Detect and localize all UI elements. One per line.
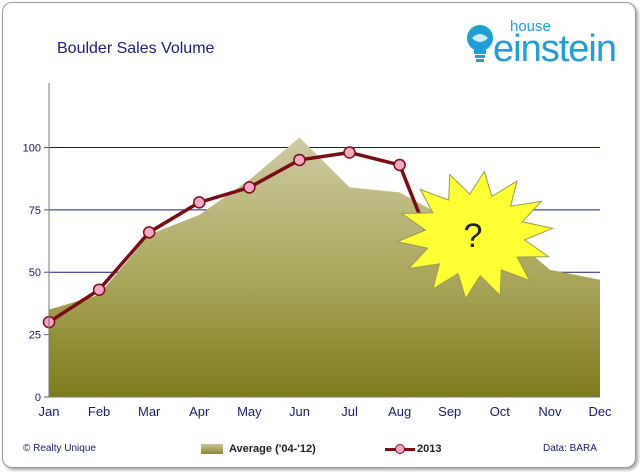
- chart-frame: ? 0 25 50 75 100 Jan Feb Mar Apr May Jun Jul Aug Sep O…: [2, 2, 636, 468]
- lightbulb-icon: [467, 25, 493, 62]
- series-2013-line: [48, 150, 401, 324]
- series-2013-point: [92, 283, 106, 296]
- x-tick-label: Feb: [88, 404, 110, 419]
- legend-item-average: Average ('04-'12): [201, 439, 316, 459]
- average-area: [49, 137, 600, 397]
- x-tick-label: Nov: [538, 404, 562, 419]
- series-2013-point: [293, 153, 306, 167]
- series-2013-point: [393, 158, 406, 172]
- x-tick-label: Apr: [189, 404, 210, 419]
- legend-item-2013: 2013: [385, 439, 441, 459]
- series-2013-point: [193, 196, 206, 209]
- legend-swatch-average: [201, 444, 223, 454]
- legend-label-2013: 2013: [417, 443, 442, 455]
- x-tick-label: May: [237, 404, 262, 419]
- copyright-text: © Realty Unique: [23, 443, 96, 454]
- house-einstein-logo: house einstein: [465, 17, 635, 73]
- series-2013-point: [142, 226, 156, 239]
- legend-swatch-2013: [385, 444, 415, 454]
- y-tick-label: 100: [23, 142, 41, 154]
- legend-label-average: Average ('04-'12): [229, 443, 316, 455]
- series-2013-point: [243, 181, 256, 194]
- question-starburst: [395, 170, 555, 300]
- x-tick-label: Jul: [341, 404, 358, 419]
- x-tick-label: Jan: [39, 404, 60, 419]
- x-tick-label: Sep: [438, 404, 461, 419]
- series-2013-point: [343, 146, 356, 159]
- chart-title: Boulder Sales Volume: [57, 40, 215, 57]
- x-tick-label: Aug: [388, 404, 411, 419]
- x-tick-label: Jun: [289, 404, 310, 419]
- y-tick-label: 75: [29, 205, 41, 217]
- x-tick-label: Oct: [490, 404, 511, 419]
- x-tick-label: Dec: [588, 404, 612, 419]
- logo-main-text: einstein: [493, 28, 617, 70]
- logo-small-text: house: [510, 18, 551, 35]
- x-tick-label: Mar: [138, 404, 161, 419]
- y-tick-label: 0: [35, 392, 41, 404]
- question-mark-annotation: ?: [464, 217, 483, 255]
- y-tick-label: 25: [29, 330, 41, 342]
- y-tick-label: 50: [29, 267, 41, 279]
- data-source-text: Data: BARA: [543, 443, 597, 454]
- chart-plot: ? 0 25 50 75 100 Jan Feb Mar Apr May Jun Jul Aug Sep O…: [23, 83, 612, 419]
